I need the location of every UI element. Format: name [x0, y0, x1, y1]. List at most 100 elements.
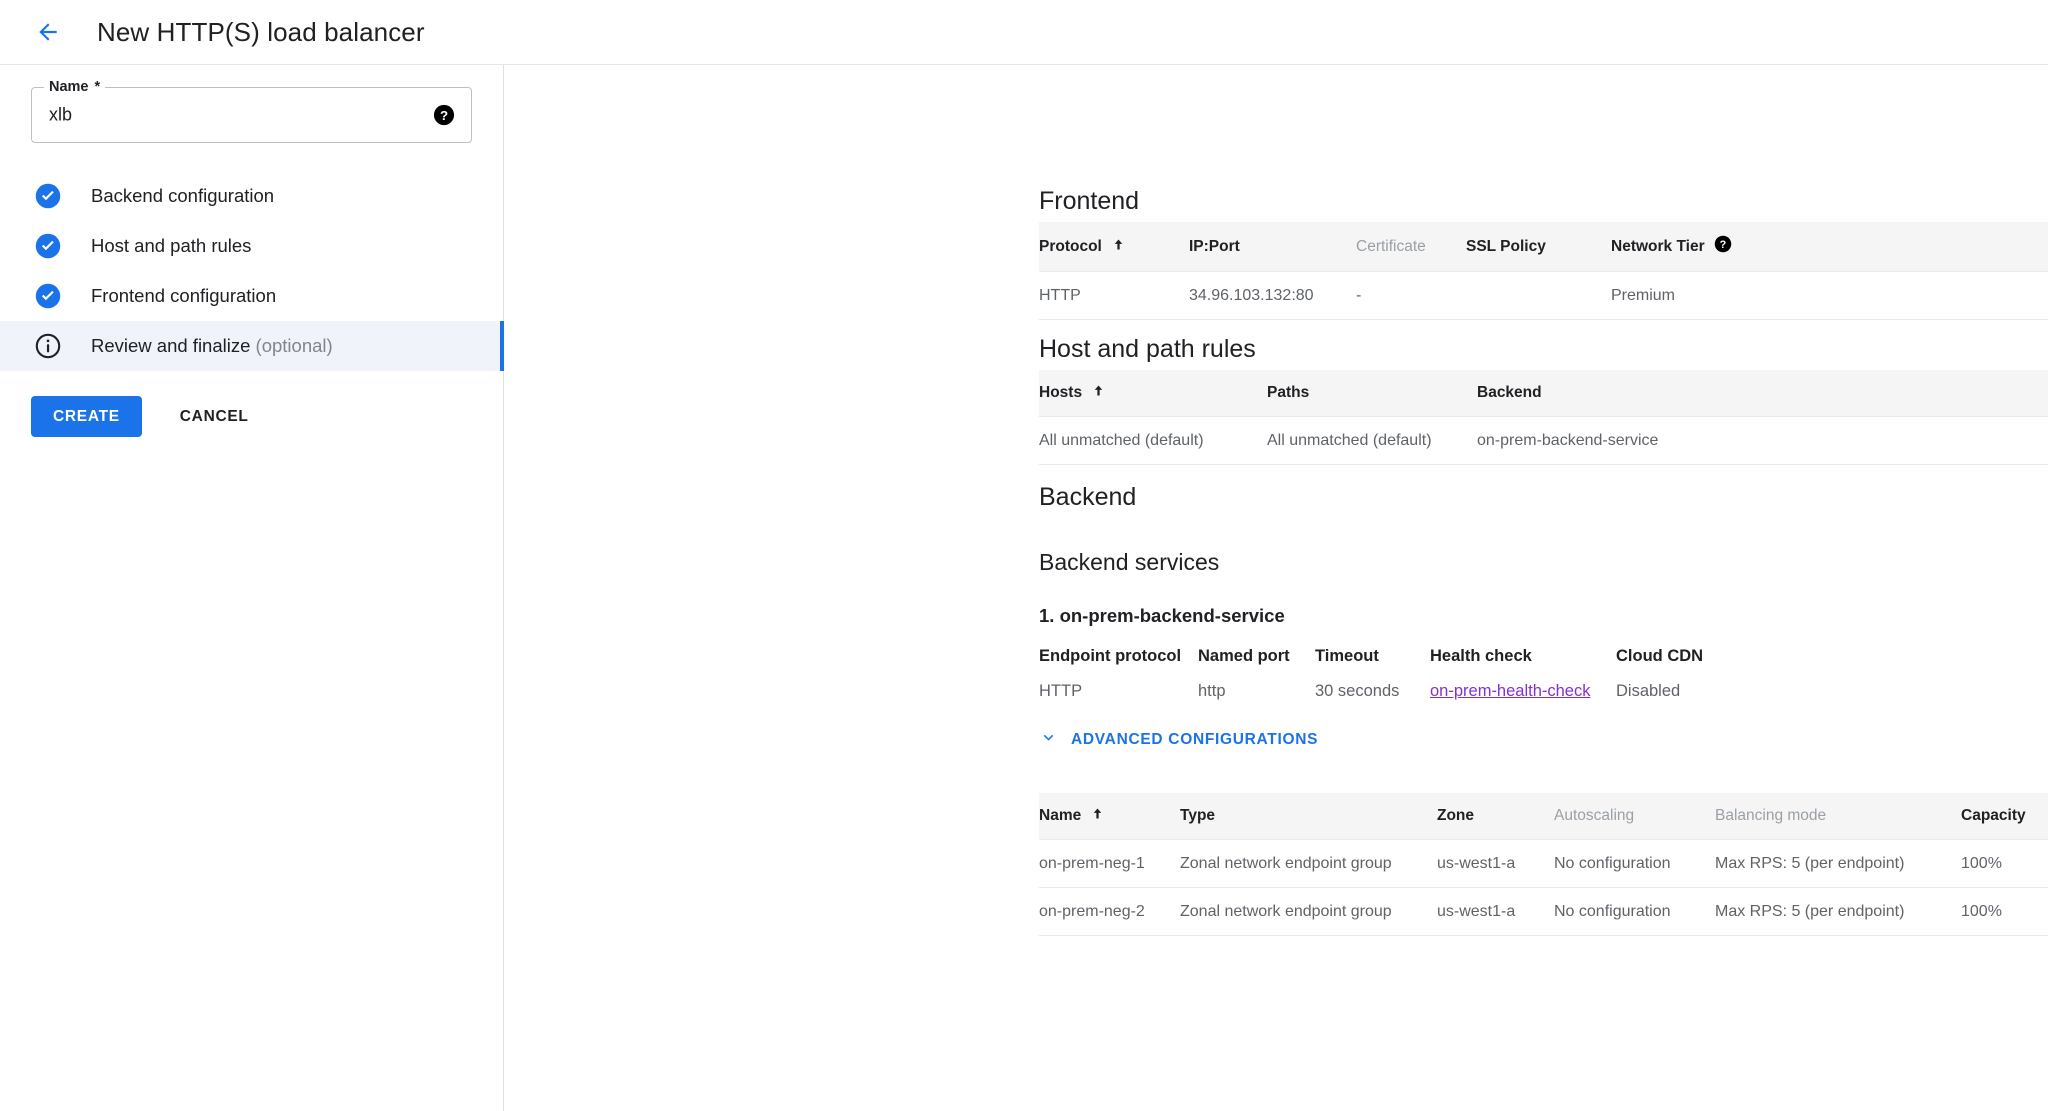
advanced-configurations-toggle[interactable]: ADVANCED CONFIGURATIONS [1039, 728, 1318, 752]
sidebar-item-label: Review and finalize (optional) [91, 335, 333, 357]
column-header-capacity[interactable]: Capacity [1961, 793, 2048, 840]
backend-service-name: 1. on-prem-backend-service [1039, 605, 1285, 626]
check-circle-icon [34, 182, 62, 210]
cell-zone: us-west1-a [1437, 887, 1554, 936]
cell-name: on-prem-neg-1 [1039, 839, 1180, 888]
info-circle-icon [34, 332, 62, 360]
column-header-network-tier[interactable]: Network Tier ? [1611, 222, 2048, 272]
column-header-type[interactable]: Type [1180, 793, 1437, 840]
host-path-rules-table: Hosts Paths Backend All unmatched (defau… [1039, 370, 2048, 465]
sidebar-item-optional-suffix: (optional) [255, 335, 333, 356]
column-header-backend[interactable]: Backend [1477, 370, 2048, 417]
instance-groups-table: Name Type Zone Autoscaling Balancing mod… [1039, 793, 2048, 936]
cell-autoscaling: No configuration [1554, 887, 1715, 936]
cell-capacity: 100% [1961, 839, 2048, 888]
field-label-timeout: Timeout [1315, 647, 1379, 665]
field-value-cloud-cdn: Disabled [1616, 682, 1681, 700]
field-label-cloud-cdn: Cloud CDN [1616, 647, 1704, 665]
column-header-ssl-policy[interactable]: SSL Policy [1466, 222, 1611, 272]
sidebar-item-host-and-path-rules[interactable]: Host and path rules [0, 221, 503, 271]
page-title: New HTTP(S) load balancer [97, 16, 425, 47]
help-icon[interactable]: ? [1714, 235, 1732, 258]
sidebar-item-review-and-finalize[interactable]: Review and finalize (optional) [0, 321, 504, 371]
sort-ascending-icon [1091, 383, 1106, 403]
table-row[interactable]: HTTP 34.96.103.132:80 - Premium [1039, 271, 2048, 320]
frontend-section-title: Frontend [1039, 187, 1140, 215]
sidebar-item-frontend-configuration[interactable]: Frontend configuration [0, 271, 503, 321]
check-circle-icon [34, 282, 62, 310]
cell-type: Zonal network endpoint group [1180, 887, 1437, 936]
cell-balancing-mode: Max RPS: 5 (per endpoint) [1715, 887, 1961, 936]
cell-capacity: 100% [1961, 887, 2048, 936]
column-header-name[interactable]: Name [1039, 793, 1180, 840]
cell-zone: us-west1-a [1437, 839, 1554, 888]
column-header-balancing-mode[interactable]: Balancing mode [1715, 793, 1961, 840]
column-header-label: Network Tier [1611, 237, 1705, 255]
column-header-label: Hosts [1039, 384, 1083, 401]
field-label-named-port: Named port [1198, 647, 1290, 665]
action-row: CREATE CANCEL [0, 396, 503, 437]
cell-backend: on-prem-backend-service [1477, 416, 2048, 465]
page-body: Name * xlb ? Backend configuration [0, 65, 2048, 1111]
sort-ascending-icon [1111, 237, 1126, 257]
field-label-endpoint-protocol: Endpoint protocol [1039, 647, 1182, 665]
field-label-health-check: Health check [1430, 647, 1532, 665]
field-value-named-port: http [1198, 682, 1226, 700]
column-header-zone[interactable]: Zone [1437, 793, 1554, 840]
backend-services-subtitle: Backend services [1039, 549, 1220, 575]
backend-service-block: 1. on-prem-backend-service Endpoint prot… [504, 605, 2048, 701]
column-header-label: Name [1039, 807, 1082, 824]
column-header-protocol[interactable]: Protocol [1039, 222, 1189, 272]
field-value-endpoint-protocol: HTTP [1039, 682, 1083, 700]
table-header-row: Hosts Paths Backend [1039, 370, 2048, 417]
cell-type: Zonal network endpoint group [1180, 839, 1437, 888]
table-row[interactable]: All unmatched (default) All unmatched (d… [1039, 416, 2048, 465]
sidebar-item-label: Host and path rules [91, 235, 252, 256]
sidebar-item-backend-configuration[interactable]: Backend configuration [0, 171, 503, 221]
cell-paths: All unmatched (default) [1267, 416, 1477, 465]
cell-protocol: HTTP [1039, 271, 1189, 320]
cell-certificate: - [1356, 271, 1466, 320]
cell-ssl-policy [1466, 271, 1611, 320]
table-header-row: Protocol IP:Port Certificate SSL Policy … [1039, 222, 2048, 272]
required-marker: * [94, 79, 101, 95]
name-field[interactable]: Name * xlb ? [31, 79, 472, 143]
table-header-row: Name Type Zone Autoscaling Balancing mod… [1039, 793, 2048, 840]
field-value-timeout: 30 seconds [1315, 682, 1400, 700]
column-header-autoscaling[interactable]: Autoscaling [1554, 793, 1715, 840]
field-value-health-check: on-prem-health-check [1430, 674, 1616, 701]
check-circle-icon [34, 232, 62, 260]
sidebar-item-label: Backend configuration [91, 185, 275, 206]
cell-balancing-mode: Max RPS: 5 (per endpoint) [1715, 839, 1961, 888]
app-bar: New HTTP(S) load balancer [0, 0, 2048, 65]
cell-autoscaling: No configuration [1554, 839, 1715, 888]
cancel-button[interactable]: CANCEL [172, 396, 257, 437]
sidebar-item-label-text: Review and finalize [91, 335, 251, 356]
create-button[interactable]: CREATE [31, 396, 142, 437]
name-field-label: Name * [44, 79, 106, 95]
cell-ip-port: 34.96.103.132:80 [1189, 271, 1356, 320]
column-header-certificate[interactable]: Certificate [1356, 222, 1466, 272]
svg-text:?: ? [440, 108, 448, 123]
review-content: Frontend Protocol IP:Port Certificate [504, 65, 2048, 1111]
step-list: Backend configuration Host and path rule… [0, 171, 504, 371]
name-input-value[interactable]: xlb [49, 104, 73, 125]
help-icon[interactable]: ? [433, 104, 455, 126]
back-button[interactable] [28, 12, 68, 52]
sidebar-item-label: Frontend configuration [91, 285, 277, 306]
backend-service-details: Endpoint protocol Named port Timeout Hea… [1039, 647, 2048, 701]
table-row[interactable]: on-prem-neg-1 Zonal network endpoint gro… [1039, 839, 2048, 888]
sort-ascending-icon [1090, 806, 1105, 826]
table-row[interactable]: on-prem-neg-2 Zonal network endpoint gro… [1039, 887, 2048, 936]
column-header-ip-port[interactable]: IP:Port [1189, 222, 1356, 272]
svg-text:?: ? [1719, 239, 1726, 251]
chevron-down-icon [1039, 728, 1058, 752]
cell-hosts: All unmatched (default) [1039, 416, 1267, 465]
cell-name: on-prem-neg-2 [1039, 887, 1180, 936]
arrow-left-icon [35, 19, 61, 45]
advanced-configurations-label: ADVANCED CONFIGURATIONS [1071, 731, 1319, 748]
health-check-link[interactable]: on-prem-health-check [1430, 682, 1591, 700]
column-header-hosts[interactable]: Hosts [1039, 370, 1267, 417]
column-header-paths[interactable]: Paths [1267, 370, 1477, 417]
frontend-table: Protocol IP:Port Certificate SSL Policy … [1039, 222, 2048, 320]
